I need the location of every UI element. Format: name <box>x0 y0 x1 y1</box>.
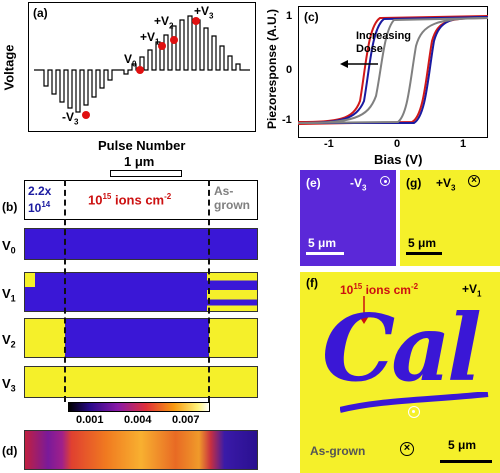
strip-v2-dosed <box>65 319 209 357</box>
point-plus-v3: +V3 <box>194 4 214 21</box>
colorbar <box>68 402 210 412</box>
panel-b-tag: (b) <box>2 200 18 214</box>
panel-f-scalebar-label: 5 μm <box>448 438 477 452</box>
point-v0: V0 <box>124 52 137 69</box>
panel-g-scalebar-label: 5 μm <box>408 236 437 250</box>
point-plus-v2: +V2 <box>154 14 174 31</box>
panel-f-tag: (f) <box>306 276 318 290</box>
point-minus-v3: -V3 <box>62 110 79 127</box>
hysteresis-loops <box>298 15 488 125</box>
header-low-dose: 2.2x 1014 <box>28 184 52 215</box>
xtick-1: 1 <box>460 138 467 150</box>
panel-f-label: +V1 <box>462 282 482 299</box>
out-of-plane-icon <box>380 176 390 186</box>
panel-g-scalebar <box>406 252 442 255</box>
row-label-v2: V2 <box>2 332 16 350</box>
panel-g-tag: (g) <box>406 176 422 190</box>
ytick-0: 0 <box>286 64 293 76</box>
colorbar-tick-2: 0.004 <box>124 414 152 426</box>
row-label-v0: V0 <box>2 238 16 256</box>
panel-b-header <box>24 180 258 220</box>
panel-d: 0.001 0.004 0.007 (d) <box>0 400 262 473</box>
panel-e-scalebar-label: 5 μm <box>308 236 337 250</box>
loss-map <box>24 430 258 470</box>
strip-v1 <box>24 272 258 312</box>
pulse-train <box>34 15 250 119</box>
strip-v3 <box>24 366 258 398</box>
row-label-v1: V1 <box>2 286 16 304</box>
dose-arrow <box>359 296 369 324</box>
ytick-m1: -1 <box>282 114 292 126</box>
strip-v2 <box>24 318 258 358</box>
ytick-1: 1 <box>286 10 293 22</box>
cal-underline-swoosh <box>340 392 489 413</box>
into-plane-icon: × <box>468 175 480 187</box>
panel-f: (f) 1015 ions cm-2 +V1 Cal As-grown × 5 … <box>300 272 500 473</box>
strip-v1-edge-left <box>25 273 35 287</box>
panel-e-tag: (e) <box>306 176 321 190</box>
panel-b: (b) 1 μm 2.2x 1014 1015 ions cm-2 As-gro… <box>0 154 262 402</box>
panel-g-label: +V3 <box>436 176 456 193</box>
panel-e: (e) -V3 5 μm <box>300 170 396 266</box>
strip-v1-asgrown <box>207 273 257 311</box>
panel-a-ylabel: Voltage <box>1 44 17 91</box>
panel-b-scalebar <box>110 170 182 177</box>
increasing-dose-annotation: Increasing Dose <box>356 30 412 55</box>
strip-v0 <box>24 228 258 260</box>
panel-c-frame <box>298 6 488 138</box>
panel-b-scalebar-label: 1 μm <box>124 154 155 169</box>
header-high-dose: 1015 ions cm-2 <box>88 192 172 208</box>
colorbar-tick-1: 0.001 <box>76 414 104 426</box>
panel-f-dose: 1015 ions cm-2 <box>340 282 419 297</box>
panel-c-ylabel: Piezoresponse (A.U.) <box>265 8 280 130</box>
boundary-right <box>208 180 210 402</box>
point-plus-v1: +V1 <box>140 30 160 47</box>
panel-a-tag: (a) <box>33 6 48 20</box>
colorbar-tick-3: 0.007 <box>172 414 200 426</box>
panel-a: (a) Voltage Pulse Number -V3 V0 +V1 +V2 … <box>0 0 260 158</box>
panel-f-into-plane-icon: × <box>400 442 414 456</box>
panel-e-label: -V3 <box>350 176 367 193</box>
row-label-v3: V3 <box>2 376 16 394</box>
panel-g: (g) +V3 × 5 μm <box>400 170 500 266</box>
panel-a-frame <box>28 2 256 132</box>
panel-a-xlabel: Pulse Number <box>98 138 186 153</box>
cal-script: Cal <box>322 294 482 402</box>
panel-c-xlabel: Bias (V) <box>374 152 423 167</box>
domain-circle-icon <box>408 406 420 418</box>
boundary-left <box>64 180 66 402</box>
xtick-0: 0 <box>394 138 401 150</box>
panel-f-scalebar <box>440 460 492 463</box>
xtick-m1: -1 <box>324 138 334 150</box>
panel-c-tag: (c) <box>304 10 319 24</box>
panel-f-asgrown: As-grown <box>310 444 366 458</box>
panel-c: Piezoresponse (A.U.) (c) 1 0 -1 -1 0 1 B… <box>262 0 500 170</box>
panel-d-tag: (d) <box>2 444 18 458</box>
panel-e-scalebar <box>306 252 344 255</box>
header-asgrown: As-grown <box>214 184 250 212</box>
